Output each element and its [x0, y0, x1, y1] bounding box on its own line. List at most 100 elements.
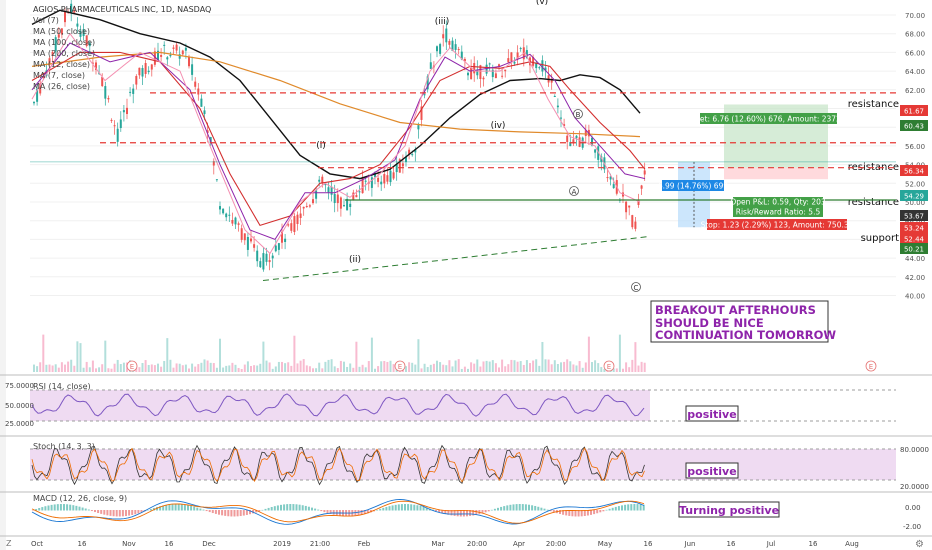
- earnings-marker-2: [603, 360, 615, 372]
- volume-bar: [383, 361, 386, 372]
- candle-body: [634, 221, 637, 229]
- macd-hist-bar: [559, 510, 561, 515]
- timezone-icon[interactable]: Z: [6, 539, 12, 548]
- macd-hist-bar: [571, 510, 574, 517]
- volume-bar: [184, 364, 187, 372]
- position-labels: Target: 6.76 (12.60%) 676, Amount: 2372.…: [658, 113, 854, 230]
- macd-hist-bar: [394, 504, 397, 511]
- volume-bar: [262, 341, 265, 372]
- volume-bar: [318, 362, 321, 372]
- candle-body: [476, 69, 479, 76]
- macd-hist-bar: [413, 504, 416, 511]
- volume-bar: [157, 363, 159, 372]
- macd-hist-bar: [537, 506, 540, 511]
- volume-bar: [339, 360, 342, 372]
- macd-hist-bar: [112, 510, 115, 517]
- volume-bar: [141, 363, 144, 372]
- candle-body: [386, 175, 389, 182]
- candle-body: [206, 130, 209, 134]
- volume-bar: [203, 359, 206, 372]
- macd-hist-bar: [32, 510, 34, 511]
- candle-body: [352, 192, 355, 200]
- wave-circle-B: [573, 109, 583, 119]
- volume-bar: [364, 367, 367, 372]
- price-tag-bg-6: [900, 233, 928, 244]
- candle-body: [246, 236, 249, 250]
- volume-bar: [615, 368, 618, 372]
- volume-bar: [612, 368, 615, 372]
- price-tick-13: 44.00: [905, 255, 925, 263]
- candlesticks: [33, 0, 646, 272]
- volume-bar: [420, 368, 423, 372]
- macd-hist-bar: [624, 504, 627, 511]
- volume-bar: [150, 364, 153, 372]
- macd-hist-bar: [177, 504, 180, 511]
- volume-bar: [569, 361, 572, 372]
- candle-body: [256, 250, 259, 262]
- volume-bar: [367, 361, 370, 372]
- volume-bar: [581, 367, 584, 372]
- macd-hist-bar: [35, 508, 38, 511]
- candle-body: [104, 86, 107, 99]
- volume-bar: [82, 367, 85, 372]
- volume-bar: [246, 361, 249, 372]
- candle-body: [39, 83, 42, 94]
- volume-bar: [324, 361, 327, 372]
- volume-bar: [494, 363, 497, 372]
- volume-bar: [194, 366, 197, 372]
- wave-label-2: (iii): [435, 17, 450, 27]
- macd-hist-bar: [286, 504, 289, 511]
- macd-hist-bar: [410, 504, 413, 511]
- candle-body: [88, 42, 91, 47]
- macd-hist-bar: [94, 510, 96, 513]
- macd-hist-bar: [382, 507, 385, 511]
- volume-bar: [556, 364, 559, 372]
- volume-bar: [284, 363, 287, 372]
- time-tick-1: 16: [78, 540, 87, 548]
- time-axis[interactable]: Oct 16 Nov 16 Dec 2019 21:00 Feb Mar 20:00 Apr 20:0…: [31, 540, 859, 548]
- candle-body: [315, 190, 318, 199]
- candle-body: [135, 76, 138, 85]
- time-tick-16: Jul: [766, 540, 776, 548]
- volume-bar: [513, 360, 516, 372]
- volume-bar: [411, 362, 414, 372]
- time-tick-7: Feb: [358, 540, 371, 548]
- macd-hist-bar: [596, 510, 599, 514]
- volume-bar: [625, 362, 628, 372]
- candle-body: [113, 125, 116, 127]
- candle-body: [318, 179, 321, 182]
- macd-hist-bar: [404, 504, 406, 511]
- macd-hist-bar: [400, 504, 403, 511]
- macd-hist-bar: [543, 508, 546, 511]
- annotation-box[interactable]: BREAKOUT AFTERHOURS SHOULD BE NICE CONTI…: [650, 300, 836, 343]
- volume-bar: [426, 367, 429, 372]
- volume-bar: [501, 359, 504, 372]
- candle-body: [166, 57, 169, 60]
- macd-hist-bar: [466, 510, 468, 517]
- volume-bar: [640, 361, 643, 372]
- macd-hist-bar: [193, 506, 196, 511]
- macd-hist-bar: [53, 504, 56, 511]
- macd-hist-bar: [416, 505, 419, 511]
- volume-bar: [144, 360, 147, 372]
- volume-bar: [408, 362, 411, 372]
- time-tick-4: Dec: [202, 540, 216, 548]
- settings-gear-icon[interactable]: ⚙: [915, 539, 924, 550]
- macd-hist-bar: [621, 505, 623, 511]
- volume-bar: [70, 359, 73, 372]
- volume-bar: [643, 362, 646, 372]
- volume-bar: [603, 368, 606, 372]
- macd-hist-bar: [78, 506, 81, 511]
- trendline[interactable]: [262, 236, 649, 282]
- stop-zone[interactable]: [724, 167, 828, 180]
- rising-trendline[interactable]: [262, 236, 649, 282]
- macd-hist-bar: [261, 509, 264, 511]
- price-tick-0: 70.00: [905, 12, 925, 20]
- open-pl-label-bg: [733, 197, 823, 207]
- earnings-marker-3: [865, 360, 877, 372]
- macd-hist-bar: [450, 510, 453, 516]
- volume-bar: [281, 361, 283, 372]
- level-label-0: resistance: [848, 99, 899, 110]
- candle-body: [436, 46, 438, 52]
- macd-hist-bar: [599, 510, 602, 513]
